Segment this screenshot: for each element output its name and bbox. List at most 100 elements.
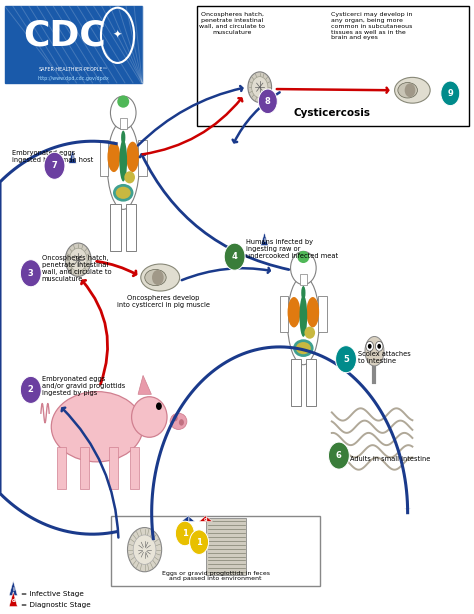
Ellipse shape bbox=[132, 397, 167, 437]
Ellipse shape bbox=[117, 96, 129, 107]
Ellipse shape bbox=[301, 286, 305, 300]
Ellipse shape bbox=[300, 295, 307, 337]
Ellipse shape bbox=[51, 392, 143, 462]
Text: Oncospheres hatch,
penetrate intestinal
wall, and circulate to
musculature: Oncospheres hatch, penetrate intestinal … bbox=[199, 12, 265, 34]
Text: 1: 1 bbox=[182, 529, 188, 538]
Bar bbox=[57, 447, 66, 489]
Text: 2: 2 bbox=[28, 386, 34, 394]
Ellipse shape bbox=[297, 251, 310, 263]
Text: Cysticercosis: Cysticercosis bbox=[293, 108, 370, 118]
Text: = Infective Stage: = Infective Stage bbox=[21, 591, 84, 597]
Bar bbox=[306, 359, 316, 406]
Text: 9: 9 bbox=[447, 89, 453, 98]
Circle shape bbox=[328, 442, 349, 469]
Circle shape bbox=[110, 96, 136, 130]
Text: CDC: CDC bbox=[24, 18, 107, 52]
Text: Scolex attaches
to intestine: Scolex attaches to intestine bbox=[358, 351, 410, 364]
Text: SAFER·HEALTHIER·PEOPLE™: SAFER·HEALTHIER·PEOPLE™ bbox=[39, 66, 108, 72]
Ellipse shape bbox=[288, 297, 301, 327]
Circle shape bbox=[248, 72, 272, 103]
Circle shape bbox=[252, 77, 268, 98]
Polygon shape bbox=[9, 592, 18, 607]
Text: i: i bbox=[12, 587, 14, 592]
Circle shape bbox=[179, 419, 184, 426]
Polygon shape bbox=[69, 150, 76, 163]
Circle shape bbox=[375, 341, 383, 351]
Circle shape bbox=[377, 344, 381, 349]
Text: Cysticerci may develop in
any organ, being more
common in subcutaneous
tissues a: Cysticerci may develop in any organ, bei… bbox=[331, 12, 412, 41]
Circle shape bbox=[368, 344, 372, 349]
Bar bbox=[80, 447, 89, 489]
Text: 3: 3 bbox=[28, 269, 34, 278]
Circle shape bbox=[20, 260, 41, 287]
Circle shape bbox=[258, 89, 277, 114]
Circle shape bbox=[65, 243, 91, 276]
Ellipse shape bbox=[170, 413, 187, 429]
Circle shape bbox=[224, 243, 245, 270]
Text: i: i bbox=[187, 517, 189, 522]
Ellipse shape bbox=[306, 297, 319, 327]
FancyBboxPatch shape bbox=[197, 6, 469, 126]
Ellipse shape bbox=[365, 336, 384, 366]
Circle shape bbox=[128, 527, 162, 572]
Ellipse shape bbox=[293, 340, 314, 357]
Bar bbox=[120, 119, 127, 130]
Circle shape bbox=[156, 402, 162, 410]
Text: 1: 1 bbox=[196, 538, 202, 546]
Bar bbox=[110, 204, 121, 251]
Ellipse shape bbox=[113, 184, 134, 201]
Polygon shape bbox=[261, 232, 268, 246]
Ellipse shape bbox=[108, 142, 120, 172]
Text: http://www.dpd.cdc.gov/dpdx: http://www.dpd.cdc.gov/dpdx bbox=[37, 76, 109, 81]
Ellipse shape bbox=[126, 142, 139, 172]
Circle shape bbox=[366, 341, 374, 351]
Ellipse shape bbox=[119, 140, 127, 182]
Ellipse shape bbox=[141, 264, 180, 291]
Bar bbox=[300, 274, 307, 285]
Text: = Diagnostic Stage: = Diagnostic Stage bbox=[21, 602, 91, 608]
Circle shape bbox=[44, 152, 65, 179]
Circle shape bbox=[133, 535, 156, 564]
Text: Embryonated eggs
and/or gravid proglottids
ingested by pigs: Embryonated eggs and/or gravid proglotti… bbox=[42, 376, 125, 395]
Ellipse shape bbox=[124, 171, 135, 184]
Text: 8: 8 bbox=[265, 97, 271, 106]
Bar bbox=[280, 296, 288, 332]
Ellipse shape bbox=[296, 342, 311, 354]
Text: d: d bbox=[204, 517, 208, 522]
Text: Eggs or gravid proglottids in feces
and passed into environment: Eggs or gravid proglottids in feces and … bbox=[162, 570, 270, 581]
Ellipse shape bbox=[287, 276, 319, 365]
Text: ✦: ✦ bbox=[113, 30, 122, 41]
Ellipse shape bbox=[398, 82, 418, 98]
Circle shape bbox=[173, 415, 178, 421]
Circle shape bbox=[405, 84, 415, 97]
Circle shape bbox=[291, 252, 316, 285]
Text: 7: 7 bbox=[52, 161, 57, 170]
Text: 5: 5 bbox=[343, 355, 349, 363]
Circle shape bbox=[441, 81, 460, 106]
Text: i: i bbox=[72, 155, 73, 160]
Bar bbox=[130, 447, 139, 489]
Circle shape bbox=[20, 376, 41, 403]
Bar bbox=[319, 296, 327, 332]
Bar bbox=[138, 141, 147, 176]
Circle shape bbox=[152, 270, 164, 285]
Ellipse shape bbox=[107, 121, 139, 209]
Circle shape bbox=[175, 521, 194, 546]
Circle shape bbox=[190, 530, 209, 554]
Polygon shape bbox=[182, 516, 195, 521]
Circle shape bbox=[336, 346, 356, 373]
Polygon shape bbox=[138, 375, 151, 394]
Text: Adults in small intestine: Adults in small intestine bbox=[350, 456, 430, 462]
Text: 6: 6 bbox=[336, 451, 342, 460]
Ellipse shape bbox=[304, 327, 315, 339]
Text: Humans infected by
ingesting raw or
undercooked infected meat: Humans infected by ingesting raw or unde… bbox=[246, 239, 338, 258]
FancyBboxPatch shape bbox=[5, 6, 142, 83]
Ellipse shape bbox=[145, 270, 166, 286]
Text: Oncospheres hatch,
penetrate intestinal
wall, and circulate to
musculature: Oncospheres hatch, penetrate intestinal … bbox=[42, 255, 111, 282]
FancyBboxPatch shape bbox=[111, 516, 320, 586]
Bar bbox=[126, 204, 136, 251]
Circle shape bbox=[69, 248, 87, 271]
Text: 4: 4 bbox=[232, 252, 237, 261]
Text: Embryonated eggs
ingested by human host: Embryonated eggs ingested by human host bbox=[12, 150, 93, 163]
FancyBboxPatch shape bbox=[206, 518, 246, 575]
